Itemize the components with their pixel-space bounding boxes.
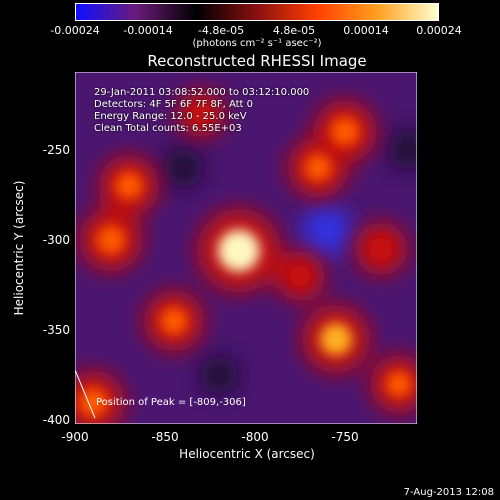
y-tick-label: -300: [42, 233, 70, 247]
negative-blob: [301, 205, 353, 257]
negative-sources: [163, 130, 417, 395]
source-core: [319, 322, 353, 356]
source-core: [96, 225, 126, 255]
heatmap-svg: [75, 72, 417, 424]
colorbar-unit: (photons cm⁻² s⁻¹ asec⁻²): [192, 38, 322, 49]
colorbar-tick: 0.00014: [343, 24, 389, 37]
negative-blob: [200, 356, 238, 395]
source-core: [115, 171, 143, 200]
source-core: [386, 371, 412, 398]
source-core: [191, 103, 211, 124]
colorbar-tick: -0.00014: [123, 24, 173, 37]
x-tick-label: -900: [61, 430, 89, 444]
colorbar: [75, 3, 439, 21]
emission-cores: [78, 103, 412, 417]
negative-blob: [388, 130, 417, 170]
y-axis-label: Heliocentric Y (arcsec): [12, 180, 26, 316]
source-core: [304, 153, 332, 182]
peak-pointer-line: [75, 369, 96, 419]
chart-title: Reconstructed RHESSI Image: [147, 52, 367, 70]
source-core: [160, 307, 188, 335]
source-core: [289, 265, 311, 287]
source-core: [330, 116, 360, 147]
source-core: [369, 237, 393, 261]
colorbar-tick: 4.8e-05: [272, 24, 316, 37]
annotation-detectors: Detectors: 4F 5F 6F 7F 8F, Att 0: [94, 99, 254, 110]
y-tick-label: -400: [42, 413, 70, 427]
y-tick-label: -250: [42, 143, 70, 157]
peak-position-label: Position of Peak = [-809,-306]: [96, 397, 246, 408]
annotation-energy: Energy Range: 12.0 - 25.0 keV: [94, 111, 247, 122]
x-tick-label: -800: [241, 430, 269, 444]
annotation-time: 29-Jan-2011 03:08:52.000 to 03:12:10.000: [94, 87, 310, 98]
negative-blob: [163, 148, 203, 188]
timestamp-footer: 7-Aug-2013 12:08: [403, 487, 494, 498]
plot-area: [75, 72, 417, 424]
annotation-counts: Clean Total counts: 6.55E+03: [94, 123, 242, 134]
colorbar-tick: -4.8e-05: [197, 24, 245, 37]
colorbar-tick: 0.00024: [416, 24, 462, 37]
x-axis-label: Heliocentric X (arcsec): [179, 447, 315, 461]
x-tick-label: -850: [151, 430, 179, 444]
y-tick-label: -350: [42, 323, 70, 337]
source-core: [217, 229, 260, 272]
colorbar-tick: -0.00024: [50, 24, 100, 37]
x-tick-label: -750: [331, 430, 359, 444]
